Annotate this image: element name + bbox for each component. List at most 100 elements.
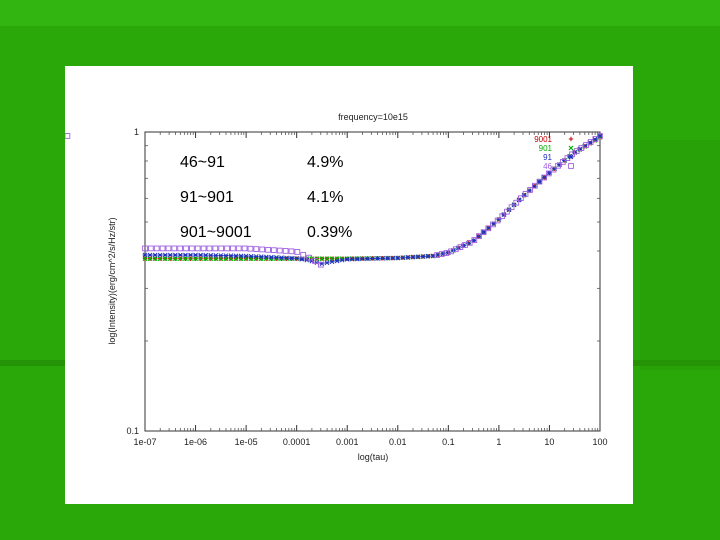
data-point [400, 255, 406, 261]
data-point [501, 212, 507, 217]
data-point [359, 256, 365, 262]
data-point [578, 145, 585, 151]
data-point [476, 234, 482, 239]
data-point [476, 233, 482, 239]
data-point [425, 253, 431, 259]
data-point [499, 213, 506, 220]
legend-entry-label: 46 [543, 162, 552, 171]
data-point [241, 245, 248, 252]
data-point [263, 254, 269, 260]
data-point [167, 256, 173, 262]
data-point [592, 136, 599, 142]
data-point [172, 256, 178, 262]
table-range-cell: 46~91 [180, 154, 225, 171]
data-point [238, 253, 244, 259]
x-tick-label: 0.001 [336, 437, 359, 447]
data-point [162, 256, 168, 262]
data-point [349, 256, 355, 262]
data-point [279, 255, 284, 260]
data-point [259, 246, 266, 253]
data-point [294, 255, 300, 261]
data-point [152, 256, 158, 262]
data-point [597, 133, 603, 139]
data-point [380, 256, 386, 261]
data-point [370, 256, 375, 262]
data-point [212, 245, 219, 252]
x-tick-label: 100 [592, 437, 607, 447]
legend-marker [568, 136, 574, 142]
data-point [504, 208, 510, 215]
data-point [559, 159, 566, 165]
data-point [172, 252, 178, 258]
data-point [300, 251, 307, 258]
data-point [583, 142, 589, 148]
data-point [265, 246, 271, 253]
data-point [233, 253, 239, 259]
data-point [147, 252, 153, 258]
data-point [183, 252, 188, 258]
data-point [258, 254, 264, 260]
data-point [223, 253, 229, 258]
data-point [142, 245, 148, 252]
data-point [294, 249, 301, 255]
data-point [243, 253, 249, 259]
x-tick-label: 1e-06 [184, 437, 207, 447]
data-point [490, 221, 496, 228]
data-point [218, 253, 224, 258]
data-point [188, 256, 193, 262]
table-value-cell: 4.1% [307, 189, 344, 206]
data-point [587, 139, 594, 145]
legend-marker [568, 145, 574, 151]
chart-title: frequency=10e15 [338, 112, 408, 122]
data-point [271, 247, 277, 254]
y-tick-label: 0.1 [126, 426, 139, 436]
data-point [324, 260, 330, 266]
data-point [235, 245, 242, 252]
table-range-cell: 901~9001 [180, 224, 252, 241]
data-point [555, 162, 561, 169]
data-point [466, 240, 473, 246]
data-point [65, 133, 71, 139]
x-axis-label: log(tau) [358, 452, 389, 462]
data-point [415, 254, 421, 260]
data-point [253, 246, 260, 252]
data-point [282, 248, 289, 254]
table-range-cell: 91~901 [180, 189, 234, 206]
data-point [365, 256, 370, 262]
data-point [193, 252, 198, 258]
series-46 [65, 133, 603, 268]
data-point [513, 199, 520, 206]
data-point [312, 258, 318, 264]
data-point [157, 256, 163, 262]
data-point [508, 204, 515, 211]
data-point [194, 245, 201, 252]
data-point [177, 245, 184, 252]
data-point [198, 256, 204, 262]
y-tick-label: 1 [134, 127, 139, 137]
data-point [152, 252, 158, 258]
data-point [198, 252, 204, 258]
data-point [518, 195, 524, 202]
data-point [148, 245, 154, 252]
data-point [494, 217, 501, 224]
data-point [208, 252, 214, 258]
data-point [177, 256, 183, 262]
data-point [177, 252, 183, 258]
data-point [224, 245, 230, 252]
data-point [284, 256, 289, 262]
data-point [188, 252, 193, 258]
data-point [247, 245, 254, 252]
data-point [171, 245, 178, 252]
data-point [354, 256, 360, 262]
data-point [289, 255, 295, 261]
data-point [597, 133, 603, 139]
series-91 [142, 133, 603, 267]
data-point [573, 148, 580, 154]
data-point [395, 255, 401, 261]
data-point [550, 166, 557, 173]
data-point [541, 174, 547, 180]
legend-entry-label: 9001 [534, 135, 552, 144]
data-point [189, 245, 195, 252]
data-point [375, 256, 380, 261]
